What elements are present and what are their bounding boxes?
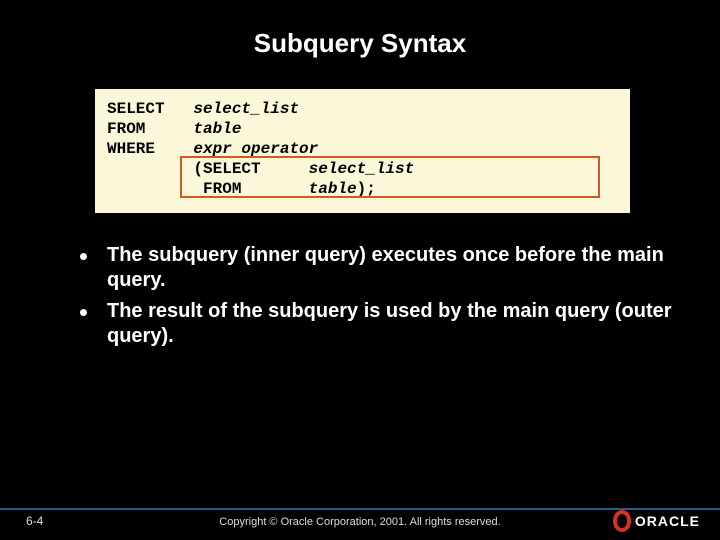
inner-select-list: select_list — [309, 160, 415, 178]
kw-select: SELECT — [107, 100, 165, 118]
code-line-1: SELECT select_list — [107, 99, 618, 119]
inner-table: table — [309, 180, 357, 198]
code-line-2: FROM table — [107, 119, 618, 139]
bullet-icon — [80, 309, 87, 316]
code-line-3: WHERE expr operator — [107, 139, 618, 159]
sql-code-block: SELECT select_list FROM table WHERE expr… — [95, 89, 630, 213]
kw-from: FROM — [107, 120, 145, 138]
code-close: ); — [357, 180, 376, 198]
bullet-1-text: The subquery (inner query) executes once… — [107, 243, 680, 293]
inner-select: (SELECT — [107, 160, 261, 178]
footer: 6-4 Copyright © Oracle Corporation, 2001… — [0, 492, 720, 540]
oracle-logo: ORACLE — [613, 510, 700, 532]
val-expr-operator: expr operator — [193, 140, 318, 158]
val-select-list: select_list — [193, 100, 299, 118]
code-line-4: (SELECT select_list — [107, 159, 618, 179]
oracle-logo-text: ORACLE — [635, 513, 700, 529]
slide-title: Subquery Syntax — [0, 0, 720, 79]
kw-where: WHERE — [107, 140, 155, 158]
oracle-logo-icon — [613, 510, 631, 532]
bullet-2-text: The result of the subquery is used by th… — [107, 299, 680, 349]
bullet-icon — [80, 253, 87, 260]
code-line-5: FROM table); — [107, 179, 618, 199]
inner-from: FROM — [107, 180, 241, 198]
bullet-list: The subquery (inner query) executes once… — [80, 243, 680, 349]
list-item: The result of the subquery is used by th… — [80, 299, 680, 349]
val-table: table — [193, 120, 241, 138]
list-item: The subquery (inner query) executes once… — [80, 243, 680, 293]
